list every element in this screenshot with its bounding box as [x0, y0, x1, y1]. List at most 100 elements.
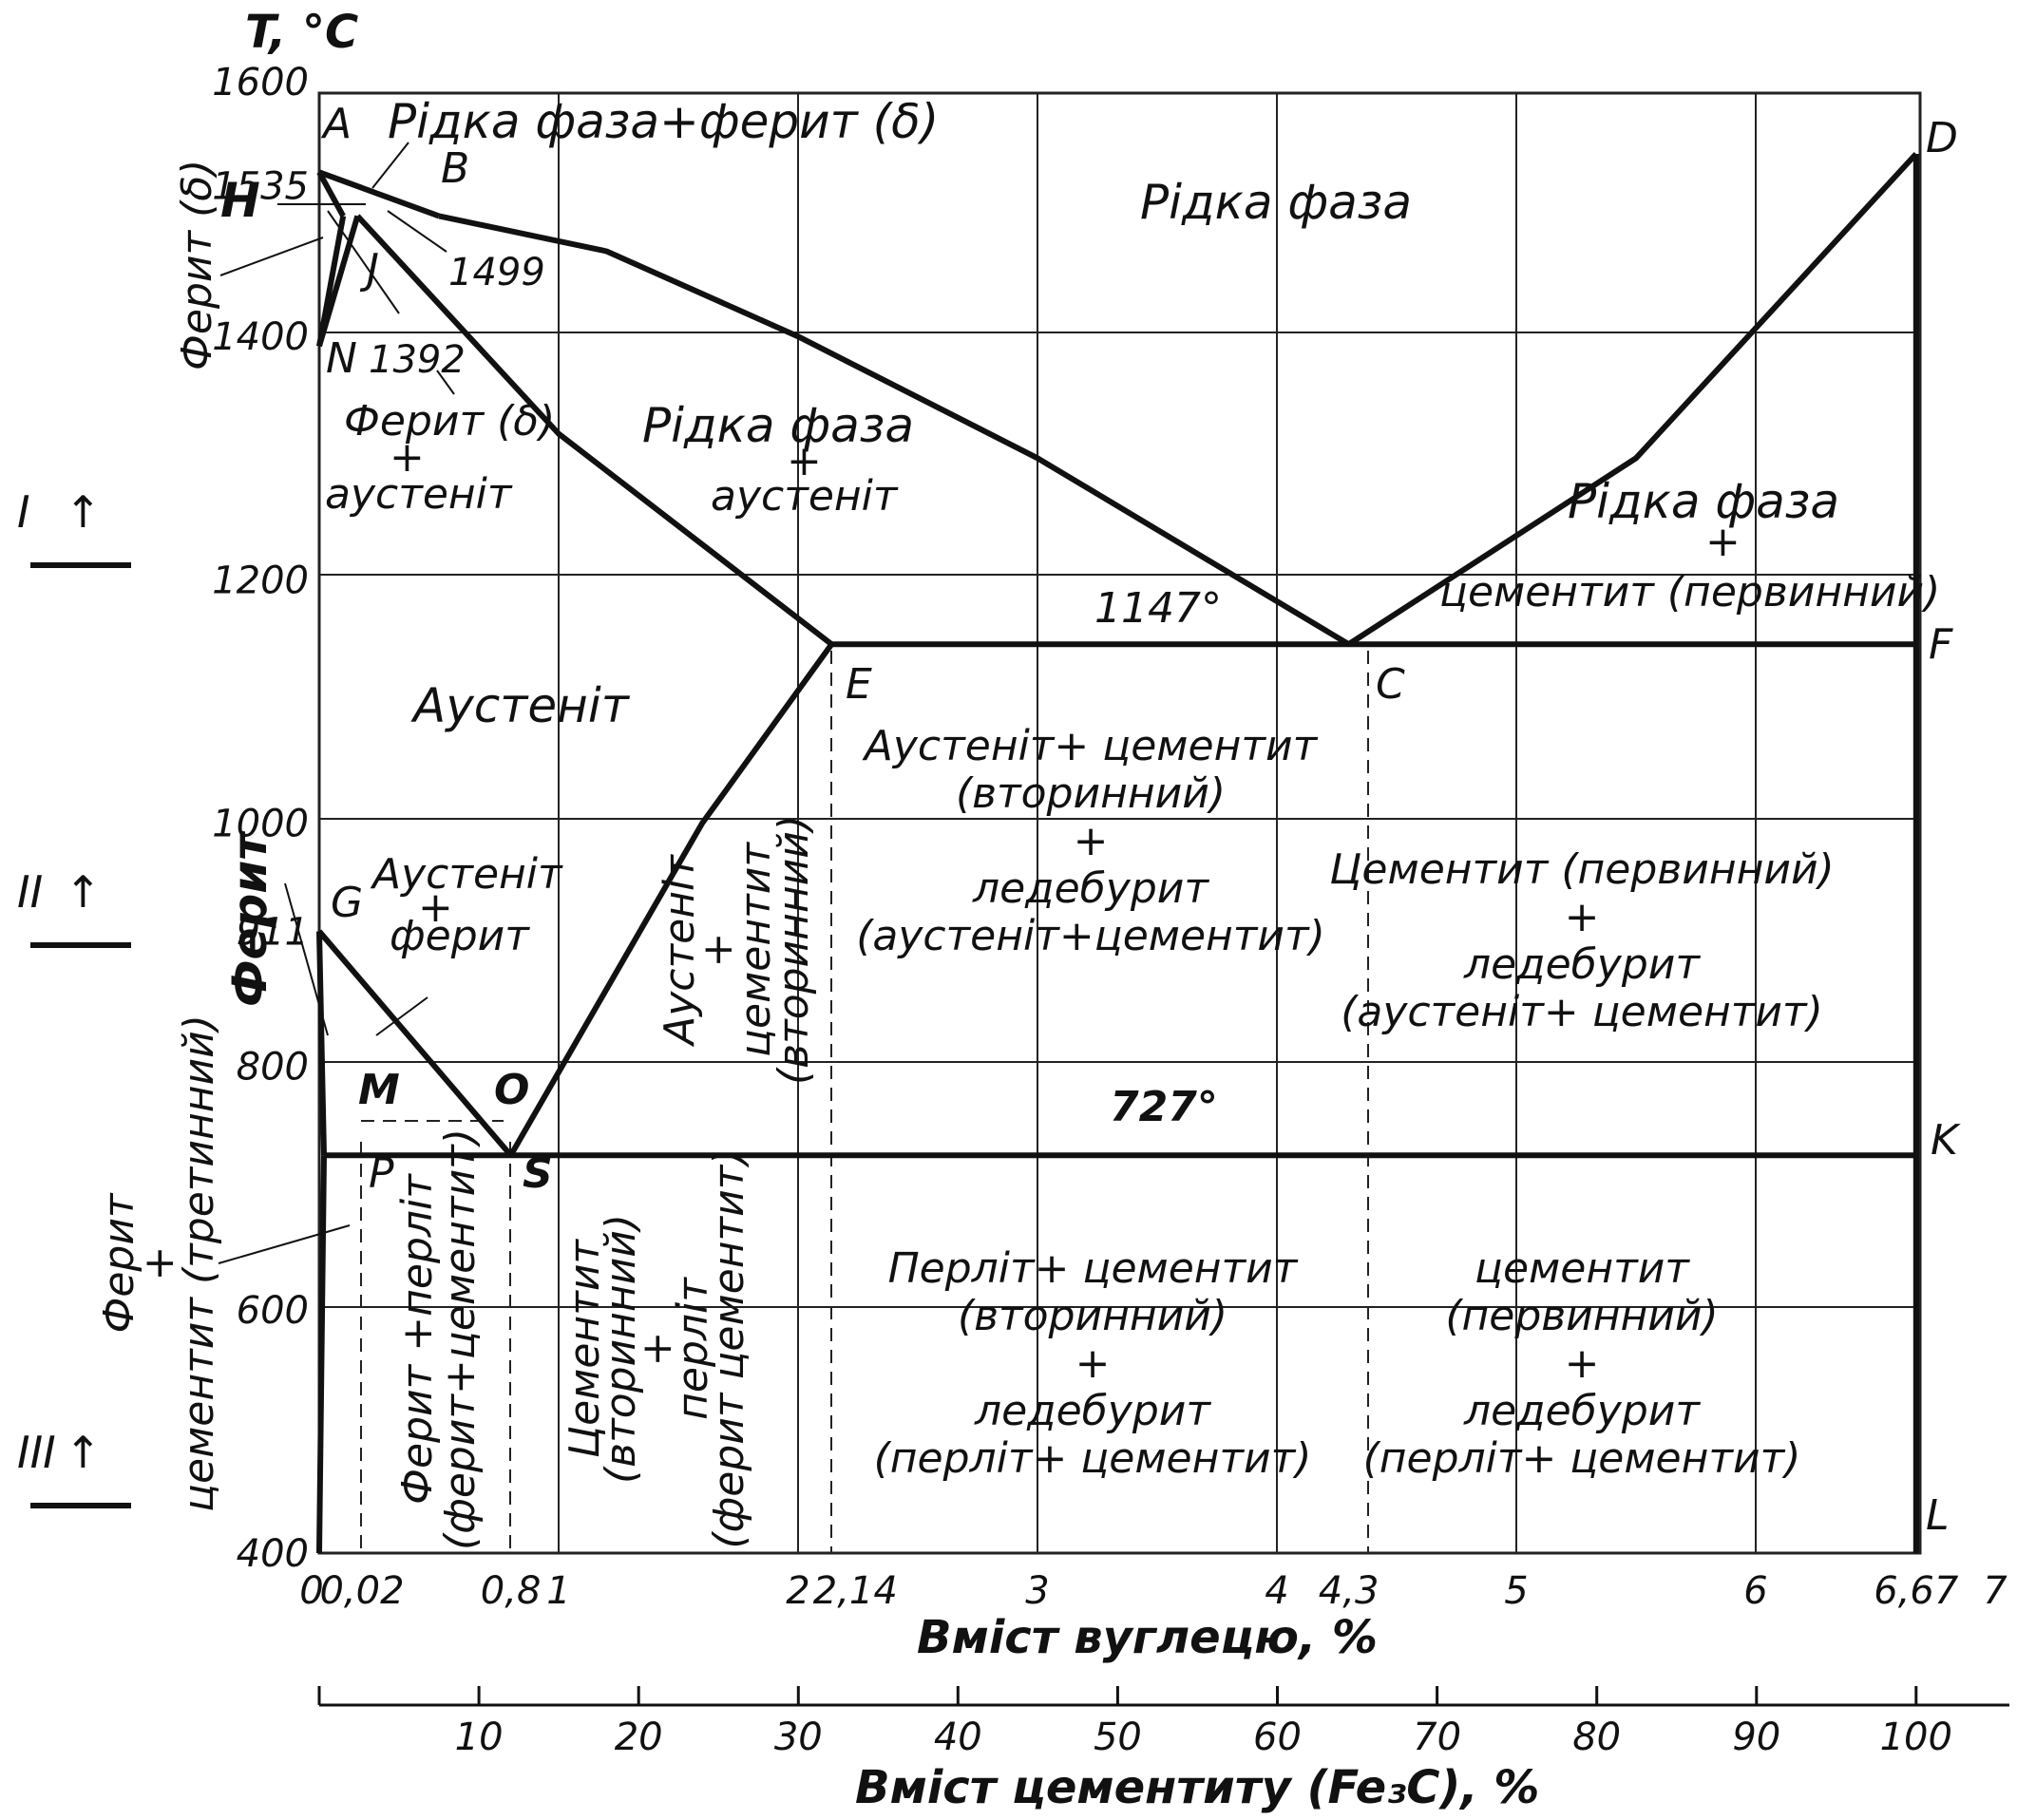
phase-line-GP: [316, 931, 327, 1156]
mid-low-line: (вторинний): [958, 1292, 1227, 1340]
region-liquid-cementite-2: цементит (первинний): [1439, 568, 1940, 616]
right-low-line: (первинний): [1445, 1292, 1718, 1340]
side-marker-1-label: I: [17, 486, 30, 538]
cementite-tick-label: 10: [455, 1716, 504, 1759]
carbon-tick-label: 0: [299, 1569, 323, 1613]
carbon-tick-label: 7: [1983, 1569, 2007, 1613]
phase-boundaries: [316, 151, 1919, 1554]
right-high-line: Цементит (первинний): [1329, 845, 1834, 894]
phase-line-ES: [508, 642, 834, 1157]
mid-high-line: (вторинний): [956, 769, 1226, 818]
carbon-tick-label: 4,3: [1319, 1569, 1380, 1613]
grid: [317, 91, 1922, 1555]
point-O: O: [494, 1066, 529, 1114]
point-L: L: [1926, 1491, 1950, 1540]
temp-tick-label: 600: [237, 1289, 309, 1333]
phase-line-PQ: [316, 1155, 327, 1554]
mid-low-line: (перліт+ цементит): [874, 1434, 1312, 1483]
region-liquid-austenite-2: аустеніт: [711, 472, 899, 521]
phase-line-GS: [316, 929, 513, 1158]
point-M: M: [358, 1066, 400, 1114]
mid-high-line: ледебурит: [972, 864, 1209, 913]
cementite-tick-label: 70: [1413, 1716, 1461, 1759]
region-ferrite-austenite-1: Ферит (δ): [344, 397, 555, 446]
temp-tick-label: 400: [237, 1532, 309, 1576]
aust-cem-vert-line: +: [694, 933, 742, 968]
carbon-tick-label: 0,8: [481, 1569, 542, 1613]
mark-727: 727°: [1110, 1083, 1218, 1131]
point-D: D: [1926, 114, 1958, 162]
side-marker-3-label: III: [17, 1427, 56, 1478]
region-liquid-ferrite: Рідка фаза+ферит (δ): [388, 94, 939, 149]
region-liquid-cementite-1: Рідка фаза: [1568, 474, 1839, 529]
point-J: J: [359, 245, 379, 294]
temp-tick-label: 1535: [212, 164, 309, 208]
point-C: C: [1376, 660, 1405, 709]
mid-low-line: +: [1075, 1339, 1111, 1388]
aust-cem-vert-line: Аустеніт: [656, 854, 704, 1048]
region-cementite-pearlite-vertical: Цементит(вторинний)+перліт(ферит цементи…: [561, 1148, 753, 1548]
fer-cem-left-line: +: [135, 1246, 183, 1281]
temperature-axis-label: T, °C: [245, 6, 358, 59]
carbon-tick-label: 6,67: [1874, 1569, 1959, 1613]
phase-line-AH: [316, 170, 346, 218]
cem-perl-vert-line: Цементит: [561, 1239, 609, 1458]
leader-lines: [218, 142, 455, 1264]
mid-high-line: (аустеніт+цементит): [856, 912, 1325, 960]
region-ferrite-pearlite-vertical: Ферит +перліт(ферит+цементит): [393, 1128, 485, 1550]
region-austenite: Аустеніт: [410, 678, 631, 733]
carbon-tick-label: 6: [1743, 1569, 1767, 1613]
cementite-tick-label: 80: [1572, 1716, 1621, 1759]
temp-tick-label: 911: [237, 911, 309, 955]
phase-line-BC: [438, 213, 1351, 647]
temperature-marks: 1499 1392 1147° 727°: [369, 251, 1222, 1131]
plot-frame: [317, 91, 1922, 1555]
cementite-tick-label: 50: [1094, 1716, 1142, 1759]
temperature-axis: T, °C 1600 1535 1400 1200 1000 911 800 600 400: [212, 6, 358, 1576]
mid-high-line: Аустеніт+ цементит: [862, 722, 1319, 770]
mark-1147: 1147°: [1094, 584, 1222, 633]
carbon-tick-label: 3: [1025, 1569, 1049, 1613]
cem-perl-vert-line: +: [633, 1332, 681, 1367]
fer-perl-vert-line: Ферит +перліт: [393, 1173, 442, 1505]
point-N: N: [326, 334, 357, 383]
right-high-line: +: [1565, 893, 1600, 941]
region-pearlite-cementite-ledeburite: Перліт+ цементит(вторинний)+ледебурит(пе…: [874, 1244, 1312, 1483]
point-H: H: [220, 173, 260, 228]
region-ferrite-austenite-2: аустеніт: [325, 470, 513, 519]
right-high-line: (аустеніт+ цементит): [1341, 988, 1823, 1036]
cementite-tick-label: 60: [1253, 1716, 1302, 1759]
mid-low-line: ледебурит: [974, 1387, 1211, 1435]
cementite-tick-label: 30: [774, 1716, 823, 1759]
carbon-tick-label: 4: [1265, 1569, 1288, 1613]
temp-tick-label: 1000: [212, 803, 309, 846]
cementite-tick-label: 100: [1880, 1716, 1952, 1759]
mid-high-line: +: [1074, 817, 1109, 865]
region-ferrite-tertiary-cementite: Ферит+цементит (третинний): [95, 1014, 223, 1512]
temp-tick-label: 1400: [212, 315, 309, 359]
point-S: S: [523, 1149, 553, 1198]
point-F: F: [1929, 620, 1953, 669]
side-marker-3-arrow: ↑: [65, 1427, 102, 1478]
cementite-tick-label: 90: [1732, 1716, 1780, 1759]
region-liquid-austenite-1: Рідка фаза: [642, 398, 914, 453]
region-ferrite-side: Ферит: [222, 830, 277, 1007]
point-P: P: [369, 1149, 394, 1198]
carbon-axis: 00,02 0,8 1 2 2,14 3 4 4,3 5 6 6,67 7 Вміст вуглецю…: [299, 1569, 2007, 1664]
region-cementite-ledeburite-high: Цементит (первинний)+ледебурит(аустеніт+…: [1329, 845, 1834, 1036]
carbon-axis-label: Вміст вуглецю, %: [917, 1611, 1378, 1664]
region-austenite-cementite-vertical: Аустеніт+цементит(вторинний): [656, 815, 818, 1085]
region-liquid-cementite-plus: +: [1705, 518, 1741, 566]
point-G: G: [331, 879, 363, 927]
temp-tick-label: 1600: [212, 61, 309, 104]
aust-cem-vert-line: цементит: [732, 842, 780, 1057]
cementite-tick-label: 40: [934, 1716, 982, 1759]
region-austenite-ferrite-2: ферит: [390, 912, 530, 960]
region-ferrite-delta: Ферит (δ): [173, 160, 221, 370]
fer-cem-left-line: цементит (третинний): [175, 1014, 223, 1512]
carbon-tick-label: 2: [786, 1569, 809, 1613]
cem-perl-vert-line: перліт: [669, 1277, 717, 1420]
right-low-line: (перліт+ цементит): [1363, 1434, 1801, 1483]
side-marker-1-arrow: ↑: [65, 486, 102, 538]
